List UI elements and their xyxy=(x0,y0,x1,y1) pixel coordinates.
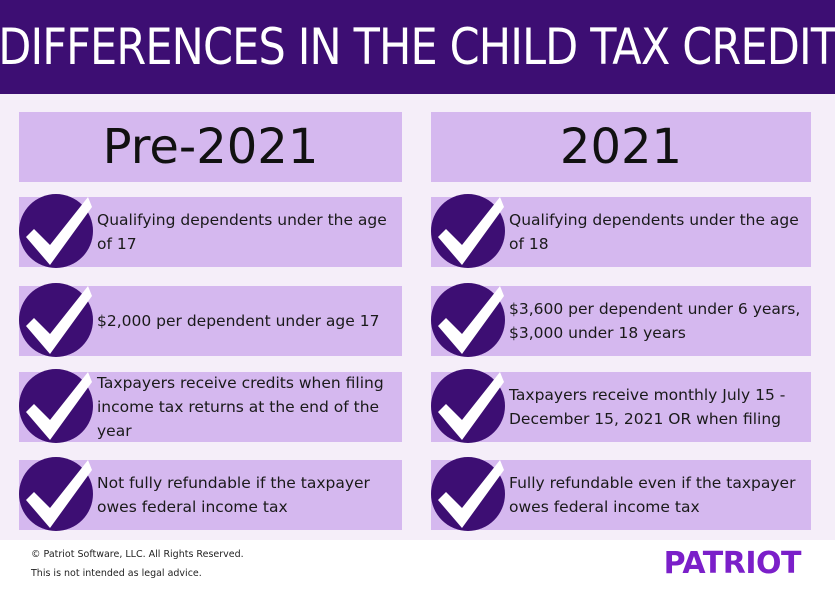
item-text: Not fully refundable if the taxpayer owe… xyxy=(97,474,370,516)
check-icon xyxy=(19,457,93,531)
check-icon xyxy=(431,457,505,531)
item-text: $3,600 per dependent under 6 years, $3,0… xyxy=(509,300,801,342)
item-text: Qualifying dependents under the age of 1… xyxy=(97,211,387,253)
column-heading-2021: 2021 xyxy=(431,112,811,182)
item-text: Taxpayers receive credits when filing in… xyxy=(97,374,384,440)
check-icon xyxy=(19,369,93,443)
title-banner: DIFFERENCES IN THE CHILD TAX CREDIT xyxy=(0,0,835,94)
disclaimer-text: This is not intended as legal advice. xyxy=(31,568,202,579)
copyright-text: © Patriot Software, LLC. All Rights Rese… xyxy=(31,549,244,560)
check-icon xyxy=(431,283,505,357)
item-text: $2,000 per dependent under age 17 xyxy=(97,312,380,330)
check-icon xyxy=(19,194,93,268)
check-icon xyxy=(431,369,505,443)
patriot-logo: PATRIOT xyxy=(663,546,802,581)
item-text: Taxpayers receive monthly July 15 - Dece… xyxy=(509,386,786,428)
check-icon xyxy=(431,194,505,268)
item-text: Fully refundable even if the taxpayer ow… xyxy=(509,474,796,516)
check-icon xyxy=(19,283,93,357)
column-heading-pre-2021: Pre-2021 xyxy=(19,112,402,182)
item-text: Qualifying dependents under the age of 1… xyxy=(509,211,799,253)
footer xyxy=(0,540,835,600)
page-title: DIFFERENCES IN THE CHILD TAX CREDIT xyxy=(0,18,835,76)
